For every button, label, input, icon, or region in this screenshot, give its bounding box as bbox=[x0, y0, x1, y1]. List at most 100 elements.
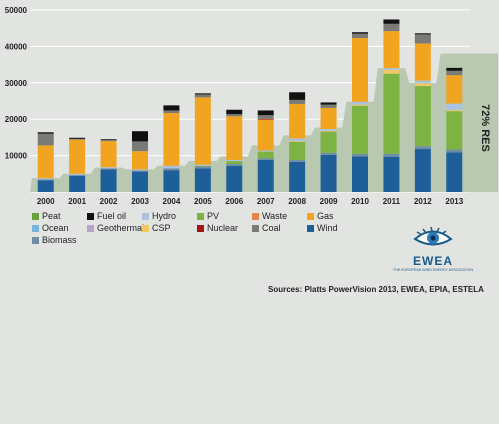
bar-segment-fuel-oil bbox=[226, 109, 243, 115]
bar-segment-wind bbox=[257, 159, 274, 192]
bar-segment-pv bbox=[414, 86, 431, 147]
bar-segment-hydro bbox=[163, 165, 180, 169]
bar-segment-coal bbox=[194, 94, 211, 98]
bar-segment-hydro bbox=[69, 173, 86, 175]
bar-segment-coal bbox=[37, 133, 54, 146]
legend-label: Nuclear bbox=[207, 223, 239, 233]
bar-segment-hydro bbox=[257, 150, 274, 152]
ewea-logo: EWEA THE EUROPEAN WIND ENERGY ASSOCIATIO… bbox=[392, 226, 474, 272]
legend-label: Ocean bbox=[42, 223, 69, 233]
bar-segment-wind bbox=[163, 170, 180, 192]
bar-segment-fuel-oil bbox=[37, 132, 54, 134]
bar-segment-gas bbox=[37, 145, 54, 179]
bar-segment-wind bbox=[446, 152, 463, 192]
legend-item-wind: Wind bbox=[307, 223, 362, 233]
x-tick-label: 2001 bbox=[68, 197, 86, 206]
bars bbox=[37, 19, 463, 192]
bar-segment-wind bbox=[132, 171, 148, 192]
legend-label: Wind bbox=[317, 223, 338, 233]
bar-segment-wind bbox=[100, 169, 117, 192]
legend-swatch bbox=[252, 212, 259, 220]
sources-note: Sources: Platts PowerVision 2013, EWEA, … bbox=[268, 285, 484, 294]
bar-segment-pv bbox=[320, 131, 337, 153]
bar-segment-wind bbox=[194, 168, 211, 192]
bar-segment-fuel-oil bbox=[69, 137, 86, 139]
eye-icon bbox=[413, 226, 453, 246]
bar-segment-wind bbox=[37, 180, 54, 192]
bar-segment-hydro bbox=[132, 169, 148, 171]
legend-label: Peat bbox=[42, 211, 61, 221]
res-share-area bbox=[30, 53, 498, 193]
legend-swatch bbox=[142, 224, 149, 232]
x-tick-label: 2009 bbox=[320, 197, 338, 206]
y-tick-label: 40000 bbox=[5, 42, 28, 51]
bar-segment-wind bbox=[414, 149, 431, 192]
bar-segment-coal bbox=[163, 110, 180, 114]
bar-segment-hydro bbox=[100, 167, 117, 169]
bar-segment-pv bbox=[194, 165, 211, 167]
legend-label: CSP bbox=[152, 223, 171, 233]
bar-segment-wind bbox=[383, 156, 400, 192]
bar-segment-biomass bbox=[194, 166, 211, 169]
bar-segment-biomass bbox=[163, 168, 180, 171]
bar-segment-gas bbox=[289, 103, 306, 139]
legend-item-ocean: Ocean bbox=[32, 223, 87, 233]
legend-swatch bbox=[197, 224, 204, 232]
bar-segment-csp bbox=[446, 110, 463, 112]
x-tick-label: 2007 bbox=[257, 197, 275, 206]
legend-label: Coal bbox=[262, 223, 281, 233]
x-tick-label: 2003 bbox=[131, 197, 149, 206]
legend-swatch bbox=[32, 224, 39, 232]
bar-segment-csp bbox=[414, 83, 431, 87]
bar-segment-gas bbox=[194, 97, 211, 165]
stacked-bar-chart: 10000 20000 30000 40000 50000 2000 2001 2002 200… bbox=[5, 6, 498, 206]
bar-segment-wind bbox=[69, 175, 86, 192]
bar-segment-gas bbox=[383, 31, 400, 69]
bar-segment-coal bbox=[446, 70, 463, 76]
bar-segment-hydro bbox=[352, 101, 368, 105]
bar-segment-biomass bbox=[289, 159, 306, 162]
bar-segment-coal bbox=[320, 104, 337, 108]
bar-segment-wind bbox=[226, 165, 243, 192]
x-tick-label: 2013 bbox=[445, 197, 463, 206]
bar-segment-coal bbox=[383, 23, 400, 32]
legend-swatch bbox=[32, 236, 39, 244]
logo-wordmark: EWEA bbox=[413, 254, 453, 268]
bar-segment-hydro bbox=[446, 103, 463, 111]
bar-segment-hydro bbox=[383, 68, 400, 71]
bar-segment-biomass bbox=[383, 153, 400, 157]
axis-ticks: 10000 20000 30000 40000 50000 2000 2001 2002 200… bbox=[5, 6, 464, 206]
legend-swatch bbox=[307, 212, 314, 220]
bar-segment-coal bbox=[414, 34, 431, 44]
bar-segment-biomass bbox=[446, 149, 463, 153]
bar-segment-fuel-oil bbox=[100, 139, 117, 140]
bar-segment-hydro bbox=[320, 129, 337, 131]
legend-item-biomass: Biomass bbox=[32, 235, 87, 245]
res-share-area-shape bbox=[30, 53, 498, 193]
legend-label: Geothermal bbox=[97, 223, 145, 233]
legend-swatch bbox=[87, 224, 94, 232]
bar-segment-pv bbox=[226, 161, 243, 164]
bar-segment-biomass bbox=[37, 179, 54, 181]
bar-segment-fuel-oil bbox=[132, 131, 148, 142]
x-tick-label: 2011 bbox=[383, 197, 401, 206]
x-tick-label: 2012 bbox=[414, 197, 432, 206]
bar-segment-coal bbox=[257, 115, 274, 119]
legend-item-pv: PV bbox=[197, 211, 252, 221]
bar-segment-gas bbox=[100, 141, 117, 168]
legend-item-geothermal: Geothermal bbox=[87, 223, 145, 233]
legend-label: Waste bbox=[262, 211, 288, 221]
x-tick-label: 2010 bbox=[351, 197, 369, 206]
legend-item-hydro: Hydro bbox=[142, 211, 197, 221]
bar-segment-pv bbox=[289, 141, 306, 160]
bar-segment-biomass bbox=[257, 158, 274, 160]
bar-segment-hydro bbox=[194, 164, 211, 166]
bar-segment-biomass bbox=[226, 163, 243, 166]
bar-segment-fuel-oil bbox=[352, 32, 368, 34]
bar-segment-hydro bbox=[226, 159, 243, 162]
bar-segment-pv bbox=[352, 105, 368, 154]
bar-segment-csp bbox=[352, 104, 368, 106]
bar-segment-gas bbox=[226, 116, 243, 160]
legend-swatch bbox=[142, 212, 149, 220]
bar-segment-coal bbox=[226, 114, 243, 117]
